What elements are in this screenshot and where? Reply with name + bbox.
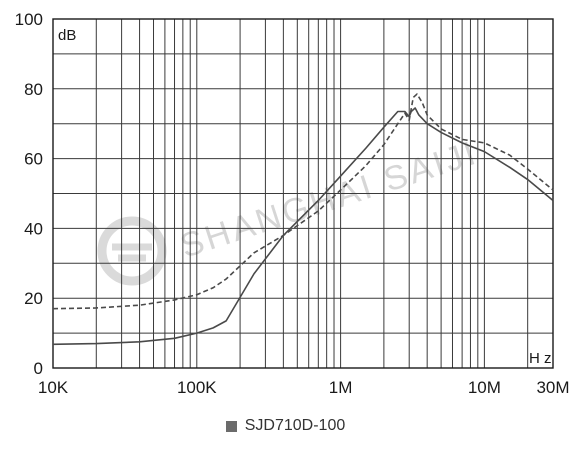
y-tick-label: 0 <box>34 359 43 378</box>
y-tick-label: 80 <box>24 80 43 99</box>
plot-frame <box>52 18 554 369</box>
x-tick-label: 10M <box>468 378 501 397</box>
x-tick-label: 30M <box>536 378 569 397</box>
y-unit-label: dB <box>58 27 76 44</box>
tick-labels: 0 20 40 60 80 100 10K 100K 1M 10M 30M <box>15 10 570 397</box>
legend-swatch <box>225 420 237 432</box>
series-line-solid <box>52 107 554 346</box>
watermark-logo-mark <box>112 243 152 262</box>
series-line-dashed <box>52 93 554 310</box>
y-tick-label: 60 <box>24 150 43 169</box>
legend-label: SJD710D-100 <box>244 417 346 434</box>
x-tick-label: 10K <box>38 378 69 397</box>
y-tick-label: 100 <box>15 10 43 29</box>
watermark-logo-ring <box>97 216 167 286</box>
watermark-text: SHANGHAI SAIJI <box>176 134 483 266</box>
watermark: SHANGHAI SAIJI <box>97 134 483 286</box>
series-group <box>52 93 554 346</box>
grid <box>52 18 554 369</box>
x-tick-label: 1M <box>329 378 353 397</box>
axes <box>52 18 554 369</box>
y-tick-label: 20 <box>24 289 43 308</box>
legend: SJD710D-100 <box>0 414 571 438</box>
y-tick-label: 40 <box>24 219 43 238</box>
x-unit-label: H z <box>529 350 552 367</box>
x-tick-label: 100K <box>177 378 217 397</box>
